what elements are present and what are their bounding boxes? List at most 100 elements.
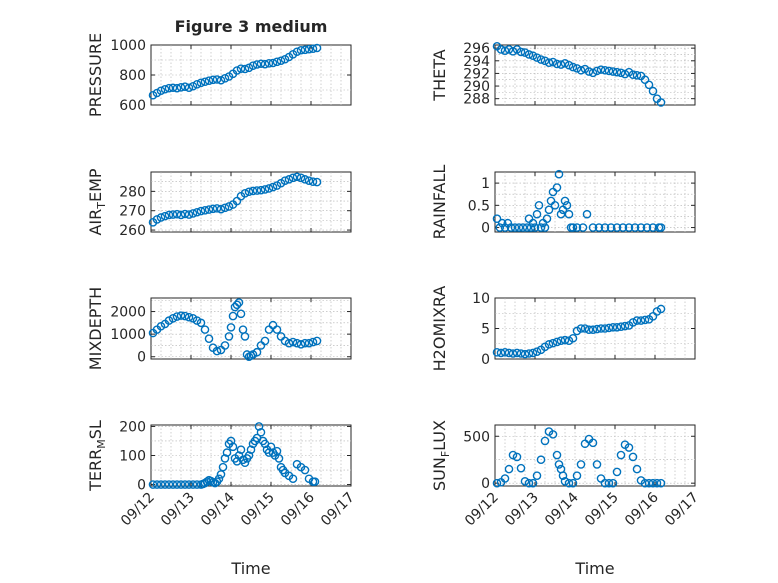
data-point	[628, 452, 638, 462]
data-point	[552, 450, 562, 460]
data-point	[560, 335, 570, 345]
data-point	[612, 223, 622, 232]
data-point	[596, 65, 606, 74]
y-tick-label: 270	[119, 204, 146, 220]
y-axis-label: PRESSURE	[86, 33, 105, 117]
data-point	[594, 223, 604, 232]
data-point	[608, 67, 618, 76]
data-point	[192, 480, 202, 489]
y-tick-label: 500	[463, 429, 490, 445]
data-point	[236, 64, 246, 73]
data-point	[524, 349, 534, 358]
data-point	[648, 86, 658, 96]
data-point	[284, 175, 294, 184]
data-point	[514, 223, 524, 232]
data-point	[548, 430, 558, 439]
data-point	[188, 209, 198, 218]
data-point	[604, 478, 614, 488]
subplot-mixdepth: 0 1000 2000 MIXDEPTH	[86, 287, 352, 370]
data-point	[276, 56, 286, 66]
y-tick-label: 800	[119, 68, 146, 84]
data-point	[497, 218, 507, 228]
data-point	[540, 436, 550, 446]
data-point	[220, 454, 230, 463]
data-point	[312, 177, 322, 187]
data-point	[536, 223, 546, 232]
y-tick-label: 600	[119, 98, 146, 114]
data-point	[208, 75, 218, 85]
data-point	[180, 82, 190, 91]
data-point	[508, 349, 518, 358]
data-point	[208, 204, 218, 214]
data-point	[268, 58, 278, 68]
data-point	[552, 337, 562, 347]
data-point	[550, 201, 560, 210]
data-point	[606, 223, 616, 232]
data-point	[176, 210, 186, 220]
data-point	[648, 223, 658, 232]
data-point	[264, 59, 274, 68]
x-axis-label-left: Time	[230, 559, 270, 578]
data-point	[552, 183, 562, 192]
data-point	[568, 62, 578, 72]
data-point	[512, 348, 522, 358]
data-point	[500, 223, 510, 232]
data-point	[636, 316, 646, 325]
data-point	[540, 56, 550, 66]
data-point	[312, 43, 322, 53]
data-point	[202, 477, 212, 486]
subplot-h2omixra: 0 5 10 H2OMIXRA	[430, 286, 696, 371]
data-point	[552, 59, 562, 69]
y-axis-label: AIRTEMP	[86, 168, 108, 235]
figure-title: Figure 3 medium	[175, 17, 328, 36]
data-point	[524, 50, 534, 59]
data-point	[248, 61, 258, 70]
data-point	[240, 188, 250, 198]
data-point	[220, 341, 230, 350]
data-point	[584, 67, 594, 76]
data-point	[516, 349, 526, 358]
data-point	[536, 55, 546, 64]
data-point	[264, 184, 274, 193]
data-point	[532, 209, 542, 219]
y-tick-label: 296	[463, 41, 490, 57]
data-point	[172, 209, 182, 219]
data-point	[260, 185, 270, 194]
data-point	[600, 478, 610, 488]
data-point	[588, 325, 598, 335]
data-point	[224, 332, 234, 341]
data-point	[532, 471, 542, 480]
data-point	[620, 321, 630, 331]
data-point	[212, 75, 222, 84]
data-point	[312, 336, 322, 346]
data-point	[200, 77, 210, 87]
data-point	[588, 68, 598, 78]
data-point	[240, 458, 250, 468]
data-point	[248, 186, 258, 196]
data-point	[272, 325, 282, 334]
data-point	[656, 223, 666, 232]
y-tick-label: 200	[119, 419, 146, 435]
data-point	[556, 209, 566, 219]
data-point	[632, 316, 642, 325]
data-point	[556, 60, 566, 69]
x-axis-label-right: Time	[574, 559, 614, 578]
data-point	[288, 173, 298, 183]
x-tick-label: 09/16	[622, 489, 662, 529]
data-point	[296, 173, 306, 183]
data-point	[220, 203, 230, 213]
data-point	[492, 214, 502, 223]
y-tick-label: 2000	[110, 305, 146, 321]
data-point	[504, 45, 514, 54]
axes-frame	[150, 424, 352, 487]
y-tick-label: 290	[463, 79, 490, 95]
data-point	[528, 51, 538, 61]
data-point	[266, 442, 276, 452]
data-point	[300, 175, 310, 184]
data-point	[304, 176, 314, 186]
data-point	[192, 207, 202, 217]
data-point	[554, 169, 564, 179]
data-point	[160, 211, 170, 221]
data-point	[508, 47, 518, 56]
y-tick-label: 0	[137, 478, 146, 494]
